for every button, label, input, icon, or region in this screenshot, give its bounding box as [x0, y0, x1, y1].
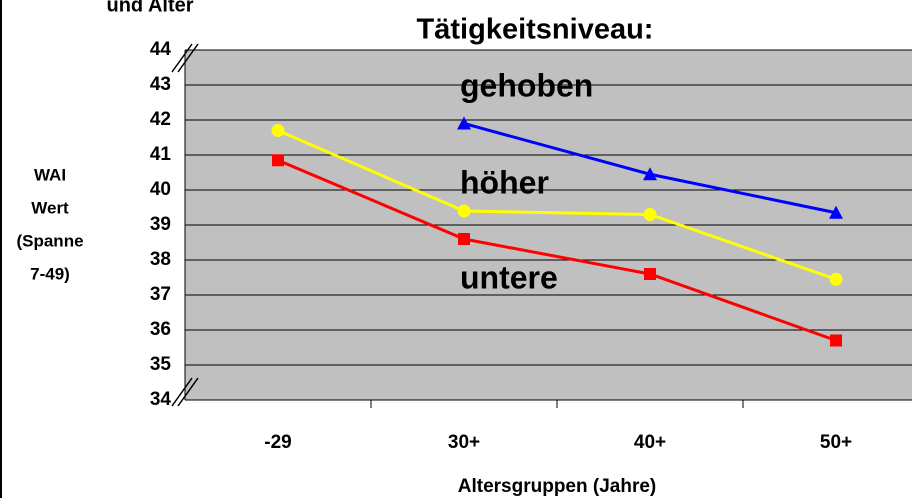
y-tick-label: 40: [150, 179, 171, 200]
marker: [458, 233, 470, 245]
series-label: gehoben: [460, 67, 593, 103]
marker: [643, 167, 657, 181]
axis-break: [177, 43, 199, 73]
axis-break: [171, 43, 193, 73]
x-axis-label: Altersgruppen (Jahre): [458, 476, 656, 497]
x-tick-label: 50+: [820, 432, 852, 453]
marker: [643, 208, 657, 221]
series-label: höher: [460, 164, 549, 200]
series-line: [277, 158, 837, 342]
axis-break: [171, 377, 193, 407]
y-tick-label: 43: [150, 74, 171, 95]
marker: [829, 205, 843, 219]
series-line: [277, 129, 837, 281]
axis-break: [177, 377, 199, 407]
legend-title: Tätigkeitsniveau:: [417, 14, 654, 46]
y-tick-label: 38: [150, 249, 171, 270]
y-axis-label: Wert: [31, 198, 69, 217]
chart-title: und Alter: [106, 0, 193, 16]
y-axis-label: 7-49): [30, 264, 70, 283]
x-tick-label: -29: [264, 432, 291, 453]
x-tick-label: 40+: [634, 432, 666, 453]
y-axis-label: WAI: [34, 165, 66, 184]
marker: [644, 268, 656, 280]
series-label: untere: [460, 259, 558, 295]
y-axis-label: (Spanne: [16, 231, 83, 250]
y-tick-label: 37: [150, 284, 171, 305]
marker: [271, 124, 285, 137]
y-tick-label: 44: [150, 39, 172, 60]
y-tick-label: 39: [150, 214, 171, 235]
marker: [457, 116, 471, 130]
y-tick-label: 42: [150, 109, 171, 130]
y-tick-label: 41: [150, 144, 172, 165]
marker: [272, 154, 284, 167]
y-tick-label: 34: [150, 389, 172, 410]
x-tick-label: 30+: [448, 432, 480, 453]
y-tick-label: 36: [150, 319, 171, 340]
y-tick-label: 35: [150, 354, 172, 375]
marker: [830, 334, 842, 347]
marker: [457, 204, 471, 218]
marker: [829, 272, 843, 286]
